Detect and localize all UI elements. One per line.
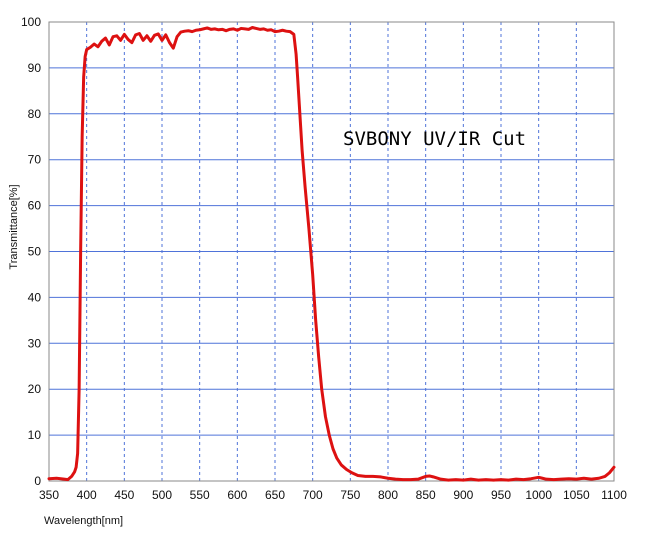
x-tick-label: 600 <box>227 488 247 502</box>
x-tick-label: 1000 <box>525 488 552 502</box>
x-tick-label: 500 <box>152 488 172 502</box>
x-tick-label: 1050 <box>563 488 590 502</box>
x-tick-label: 1100 <box>601 488 627 502</box>
x-tick-label: 450 <box>114 488 134 502</box>
x-tick-label: 700 <box>303 488 323 502</box>
y-tick-label: 30 <box>28 336 42 350</box>
y-tick-label: 70 <box>28 153 42 167</box>
y-tick-label: 100 <box>21 15 41 29</box>
y-tick-label: 10 <box>28 428 42 442</box>
annotation-label: SVBONY UV/IR Cut <box>343 128 526 150</box>
y-tick-label: 50 <box>28 245 42 259</box>
y-tick-label: 90 <box>28 61 42 75</box>
plot-border <box>48 21 615 482</box>
x-tick-label: 750 <box>340 488 360 502</box>
x-tick-labels: 350 400 450 500 550 600 650 700 750 800 850 900 950 1… <box>39 488 627 502</box>
y-tick-labels: 0 10 20 30 40 50 60 70 80 90 100 <box>21 15 41 488</box>
transmittance-series-line <box>47 26 616 482</box>
x-tick-label: 350 <box>39 488 59 502</box>
x-tick-label: 550 <box>190 488 210 502</box>
x-tick-label: 850 <box>416 488 436 502</box>
y-tick-label: 60 <box>28 199 42 213</box>
x-tick-label: 800 <box>378 488 398 502</box>
x-tick-label: 650 <box>265 488 285 502</box>
y-axis-label: Transmittance[%] <box>8 184 20 269</box>
x-tick-label: 950 <box>491 488 511 502</box>
grid-layer <box>49 22 614 481</box>
y-tick-label: 40 <box>28 290 42 304</box>
x-tick-label: 900 <box>453 488 473 502</box>
y-tick-label: 80 <box>28 107 42 121</box>
y-tick-label: 20 <box>28 382 42 396</box>
y-tick-label: 0 <box>34 474 41 488</box>
x-tick-label: 400 <box>77 488 97 502</box>
x-axis-label: Wavelength[nm] <box>44 515 123 527</box>
